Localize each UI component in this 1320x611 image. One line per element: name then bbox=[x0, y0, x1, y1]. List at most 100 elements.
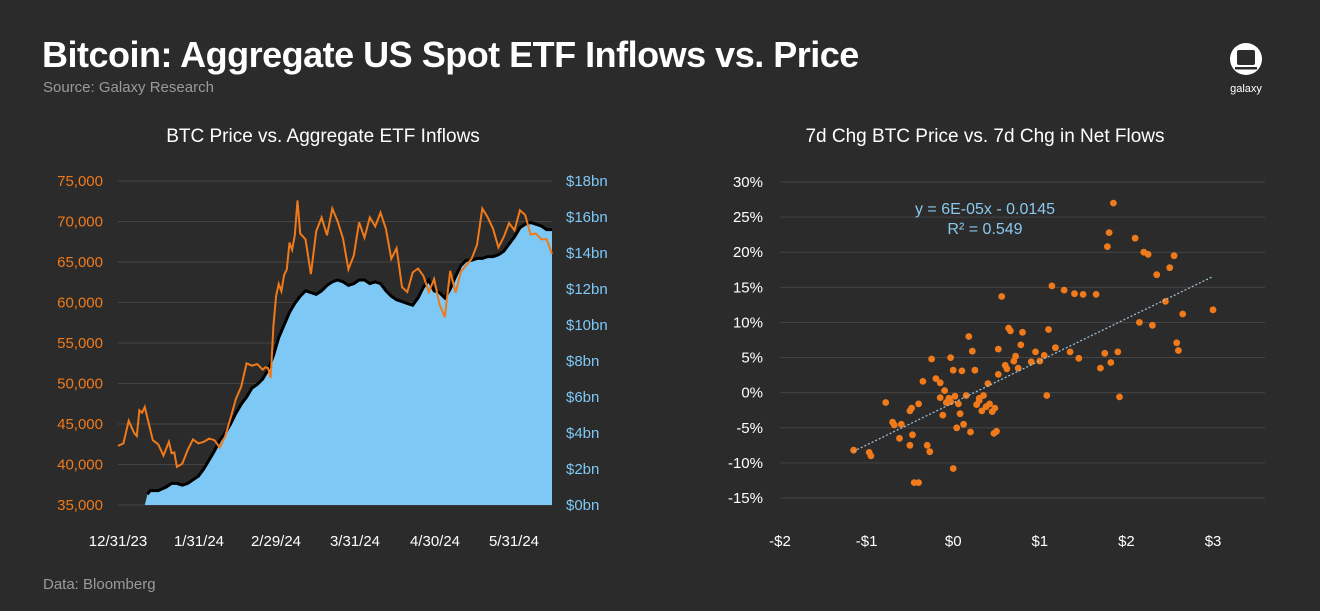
scatter-point bbox=[955, 400, 962, 408]
scatter-point bbox=[975, 397, 983, 404]
scatter-point bbox=[908, 404, 915, 412]
right-y-tick-label: $14bn bbox=[566, 245, 608, 262]
trend-r-squared: R² = 0.549 bbox=[947, 221, 1022, 238]
scatter-x-tick-label: -$2 bbox=[769, 533, 791, 550]
scatter-point bbox=[1107, 359, 1115, 366]
scatter-x-tick-label: -$1 bbox=[856, 533, 878, 550]
right-y-tick-label: $8bn bbox=[566, 353, 599, 370]
scatter-point bbox=[947, 398, 954, 406]
scatter-y-tick-label: 30% bbox=[733, 174, 763, 191]
left-x-axis-ticks: 12/31/23 1/31/24 2/29/24 3/31/24 4/30/24 5/31… bbox=[89, 533, 539, 550]
right-y-tick-label: $4bn bbox=[566, 425, 599, 442]
scatter-points bbox=[850, 199, 1217, 486]
scatter-y-tick-label: -10% bbox=[728, 455, 763, 472]
scatter-y-tick-label: -5% bbox=[736, 420, 763, 437]
scatter-point bbox=[1007, 327, 1014, 335]
scatter-point bbox=[1153, 271, 1161, 279]
left-y-tick-label: 65,000 bbox=[57, 254, 103, 271]
scatter-point bbox=[1027, 358, 1035, 366]
scatter-x-tick-label: $3 bbox=[1205, 533, 1222, 550]
scatter-y-tick-label: 5% bbox=[741, 350, 763, 367]
scatter-point bbox=[1019, 328, 1026, 336]
scatter-point bbox=[1079, 291, 1087, 298]
scatter-point bbox=[890, 421, 898, 429]
scatter-point bbox=[936, 379, 944, 387]
scatter-point bbox=[1003, 365, 1011, 373]
data-note: Data: Bloomberg bbox=[43, 576, 156, 593]
right-y-tick-label: $18bn bbox=[566, 173, 608, 190]
left-y-tick-label: 75,000 bbox=[57, 173, 103, 190]
scatter-point bbox=[958, 367, 966, 375]
scatter-point bbox=[967, 428, 974, 436]
scatter-point bbox=[1209, 306, 1217, 314]
scatter-point bbox=[994, 345, 1002, 353]
price-vs-inflows-chart: BTC Price vs. Aggregate ETF Inflows 75,0… bbox=[57, 126, 608, 550]
scatter-point bbox=[994, 371, 1002, 378]
scatter-point bbox=[1043, 392, 1051, 399]
scatter-gridlines bbox=[780, 181, 1265, 499]
scatter-point bbox=[1052, 344, 1059, 352]
left-y-tick-label: 70,000 bbox=[57, 214, 103, 231]
scatter-point bbox=[936, 394, 944, 401]
scatter-point bbox=[1114, 348, 1122, 356]
scatter-point bbox=[947, 354, 954, 361]
left-y-tick-label: 55,000 bbox=[57, 335, 103, 352]
right-chart-title: 7d Chg BTC Price vs. 7d Chg in Net Flows bbox=[805, 126, 1164, 147]
left-y-tick-label: 50,000 bbox=[57, 376, 103, 393]
scatter-point bbox=[1036, 357, 1044, 365]
scatter-y-tick-label: 10% bbox=[733, 314, 763, 331]
scatter-point bbox=[915, 479, 922, 486]
scatter-point bbox=[1131, 234, 1139, 242]
weekly-change-scatter-chart: 7d Chg BTC Price vs. 7d Chg in Net Flows… bbox=[728, 126, 1265, 550]
right-axis-ticks: $18bn $16bn $14bn $12bn $10bn $8bn $6bn $4bn $2b… bbox=[566, 173, 608, 514]
scatter-y-tick-label: 20% bbox=[733, 244, 763, 261]
scatter-point bbox=[896, 434, 903, 442]
scatter-point bbox=[932, 375, 940, 382]
galaxy-logo-icon bbox=[1230, 43, 1262, 75]
btc-price-line bbox=[117, 200, 553, 469]
scatter-point bbox=[919, 378, 927, 385]
right-y-tick-label: $10bn bbox=[566, 317, 608, 334]
scatter-point bbox=[1136, 319, 1143, 326]
scatter-point bbox=[993, 427, 1000, 435]
left-y-tick-label: 40,000 bbox=[57, 457, 103, 474]
scatter-point bbox=[1048, 282, 1056, 290]
scatter-point bbox=[1104, 243, 1111, 251]
left-x-tick-label: 1/31/24 bbox=[174, 533, 224, 550]
scatter-y-tick-label: 25% bbox=[733, 209, 763, 226]
scatter-point bbox=[926, 448, 934, 456]
scatter-point bbox=[1040, 352, 1048, 359]
left-x-tick-label: 4/30/24 bbox=[410, 533, 460, 550]
scatter-point bbox=[953, 424, 961, 432]
scatter-point bbox=[971, 366, 979, 374]
page-title: Bitcoin: Aggregate US Spot ETF Inflows v… bbox=[42, 34, 859, 75]
scatter-point bbox=[949, 465, 957, 472]
scatter-point bbox=[962, 392, 970, 399]
scatter-y-tick-label: 0% bbox=[741, 385, 763, 402]
scatter-point bbox=[923, 441, 931, 449]
scatter-point bbox=[1175, 347, 1182, 354]
scatter-point bbox=[909, 431, 916, 439]
scatter-point bbox=[968, 347, 976, 355]
scatter-point bbox=[1116, 393, 1123, 401]
right-y-tick-label: $16bn bbox=[566, 209, 608, 226]
scatter-point bbox=[1092, 291, 1100, 298]
scatter-point bbox=[965, 333, 973, 340]
scatter-point bbox=[978, 407, 986, 415]
scatter-point bbox=[1012, 352, 1019, 360]
scatter-point bbox=[956, 410, 964, 418]
scatter-point bbox=[1105, 229, 1113, 237]
scatter-point bbox=[1017, 341, 1025, 349]
scatter-x-tick-label: $2 bbox=[1118, 533, 1135, 550]
scatter-point bbox=[986, 400, 993, 408]
scatter-point bbox=[1179, 310, 1187, 318]
scatter-point bbox=[960, 420, 967, 428]
scatter-point bbox=[984, 380, 992, 387]
scatter-point bbox=[949, 366, 957, 374]
scatter-point bbox=[1149, 321, 1156, 329]
scatter-point bbox=[991, 404, 999, 412]
scatter-point bbox=[1162, 298, 1169, 305]
scatter-point bbox=[998, 293, 1006, 300]
scatter-point bbox=[906, 441, 914, 449]
trend-equation: y = 6E-05x - 0.0145 bbox=[915, 201, 1055, 218]
